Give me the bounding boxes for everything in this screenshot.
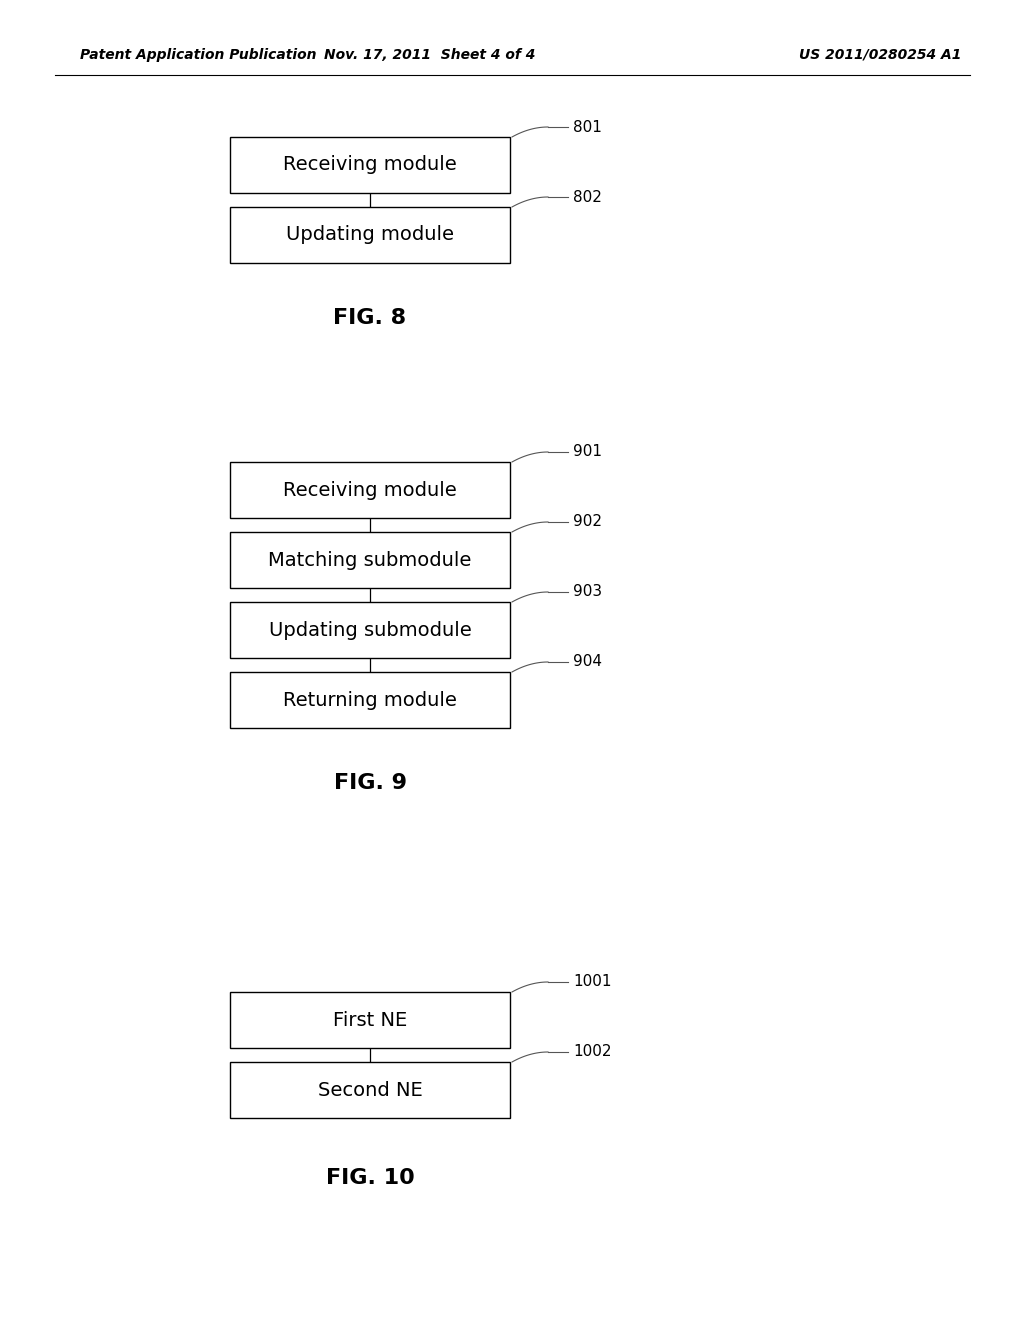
Text: Updating submodule: Updating submodule — [268, 620, 471, 639]
Text: 901: 901 — [573, 445, 602, 459]
Text: Nov. 17, 2011  Sheet 4 of 4: Nov. 17, 2011 Sheet 4 of 4 — [325, 48, 536, 62]
Text: FIG. 8: FIG. 8 — [334, 308, 407, 327]
Text: 802: 802 — [573, 190, 602, 205]
Bar — [230, 532, 510, 587]
Bar — [230, 137, 510, 193]
Text: 902: 902 — [573, 515, 602, 529]
Text: Second NE: Second NE — [317, 1081, 422, 1100]
Bar — [230, 462, 510, 517]
Text: Receiving module: Receiving module — [283, 480, 457, 499]
Text: Returning module: Returning module — [283, 690, 457, 710]
Text: Matching submodule: Matching submodule — [268, 550, 472, 569]
Bar — [230, 602, 510, 657]
Text: Receiving module: Receiving module — [283, 156, 457, 174]
Text: FIG. 10: FIG. 10 — [326, 1168, 415, 1188]
Bar — [230, 207, 510, 263]
Bar — [230, 1063, 510, 1118]
Text: 801: 801 — [573, 120, 602, 135]
Text: FIG. 9: FIG. 9 — [334, 774, 407, 793]
Text: First NE: First NE — [333, 1011, 408, 1030]
Text: Updating module: Updating module — [286, 226, 454, 244]
Text: 1001: 1001 — [573, 974, 611, 990]
Text: 904: 904 — [573, 655, 602, 669]
Bar — [230, 672, 510, 729]
Bar — [230, 993, 510, 1048]
Text: US 2011/0280254 A1: US 2011/0280254 A1 — [799, 48, 962, 62]
Text: 903: 903 — [573, 585, 602, 599]
Text: 1002: 1002 — [573, 1044, 611, 1060]
Text: Patent Application Publication: Patent Application Publication — [80, 48, 316, 62]
